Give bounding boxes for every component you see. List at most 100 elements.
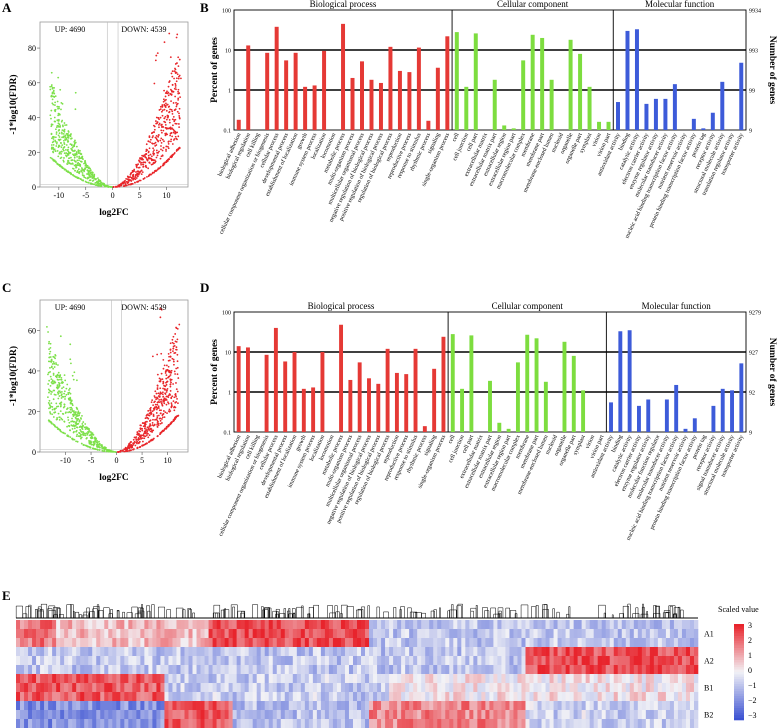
- heatmap-cell: [421, 620, 426, 630]
- heatmap-cell: [373, 674, 378, 684]
- heatmap-cell: [493, 647, 498, 657]
- heatmap-cell: [593, 674, 599, 684]
- down-point: [74, 412, 77, 414]
- dendrogram-branch: [376, 606, 380, 618]
- heatmap-cell: [284, 629, 290, 639]
- bar-multicellular-organismal-process: [360, 61, 364, 131]
- down-point: [56, 150, 59, 152]
- heatmap-cell: [445, 620, 450, 630]
- heatmap-cell: [232, 665, 237, 675]
- heatmap-cell: [108, 647, 113, 657]
- heatmap-cell: [68, 674, 73, 684]
- heatmap-cell: [212, 719, 217, 728]
- heatmap-cell: [497, 710, 502, 720]
- heatmap-cell: [304, 710, 310, 720]
- up-point: [166, 368, 169, 371]
- heatmap-cell: [621, 692, 627, 702]
- heatmap-cell: [425, 665, 430, 675]
- heatmap-cell: [369, 683, 374, 693]
- heatmap-cell: [104, 656, 109, 666]
- heatmap-cell: [677, 629, 683, 639]
- heatmap-cell: [176, 701, 181, 711]
- heatmap-cell: [393, 629, 398, 639]
- dendrogram-branch: [59, 614, 64, 618]
- heatmap-cell: [312, 647, 318, 657]
- heatmap-cell: [260, 656, 266, 666]
- heatmap-cell: [517, 674, 522, 684]
- down-point: [87, 181, 89, 184]
- heatmap-cell: [473, 638, 478, 648]
- up-point: [161, 378, 164, 381]
- up-point: [171, 75, 174, 78]
- heatmap-cell: [132, 656, 137, 666]
- bar-reproductive-process: [404, 374, 409, 432]
- heatmap-cell: [397, 647, 402, 657]
- up-point: [172, 350, 174, 353]
- heatmap-cell: [152, 719, 157, 728]
- heatmap-cell: [256, 710, 262, 720]
- heatmap-cell: [200, 629, 205, 639]
- heatmap-cell: [505, 656, 510, 666]
- up-point: [168, 119, 171, 121]
- down-point: [55, 131, 58, 134]
- heatmap-cell: [605, 683, 611, 693]
- heatmap-cell: [653, 701, 659, 711]
- heatmap-cell: [312, 683, 318, 693]
- x-axis-label: log2FC: [99, 473, 129, 483]
- panel-letter-d: D: [200, 280, 209, 295]
- heatmap-cell: [72, 692, 77, 702]
- down-point: [50, 125, 53, 128]
- down-point: [85, 437, 88, 440]
- heatmap-cell: [88, 674, 93, 684]
- heatmap-cell: [28, 656, 33, 666]
- down-point: [93, 173, 96, 176]
- down-point: [52, 389, 55, 392]
- heatmap-cell: [32, 674, 37, 684]
- y-tick-label: 60: [28, 326, 36, 335]
- heatmap-cell: [685, 683, 691, 693]
- down-point: [78, 419, 81, 422]
- up-point: [172, 419, 175, 421]
- bar-positive-regulation-of-biological-process: [376, 383, 381, 432]
- heatmap-cell: [176, 692, 181, 702]
- heatmap-cell: [473, 710, 478, 720]
- down-point: [98, 440, 100, 443]
- down-point: [77, 418, 80, 420]
- heatmap-cell: [60, 638, 65, 648]
- up-point: [149, 412, 151, 414]
- dendrogram-branch: [93, 606, 100, 618]
- down-point: [63, 157, 65, 159]
- up-point: [174, 130, 177, 133]
- down-point: [50, 109, 53, 112]
- bar-cell-junction: [464, 86, 469, 130]
- heatmap-cell: [232, 656, 237, 666]
- heatmap-cell: [597, 701, 603, 711]
- up-point: [121, 450, 124, 452]
- heatmap-cell: [661, 719, 667, 728]
- heatmap-cell: [685, 674, 691, 684]
- up-point: [152, 159, 155, 162]
- down-point: [80, 153, 82, 156]
- heatmap-cell: [621, 710, 627, 720]
- heatmap-cell: [132, 665, 137, 675]
- heatmap-cell: [280, 683, 286, 693]
- plot-frame: [233, 9, 747, 131]
- heatmap-cell: [357, 638, 362, 648]
- heatmap-cell: [128, 692, 133, 702]
- up-point: [169, 56, 172, 59]
- dendrogram-branch: [296, 606, 304, 618]
- heatmap-cell: [56, 647, 61, 657]
- down-point: [56, 373, 59, 376]
- heatmap-cell: [633, 656, 639, 666]
- down-point: [72, 154, 75, 157]
- heatmap-cell: [645, 701, 651, 711]
- heatmap-cell: [280, 656, 286, 666]
- heatmap-cell: [481, 620, 486, 630]
- down-point: [71, 404, 74, 407]
- dendrogram-branch: [383, 611, 389, 618]
- up-point: [174, 333, 177, 335]
- heatmap-cell: [529, 701, 534, 711]
- heatmap-cell: [124, 710, 129, 720]
- up-point: [179, 96, 182, 99]
- heatmap-cell: [288, 620, 294, 630]
